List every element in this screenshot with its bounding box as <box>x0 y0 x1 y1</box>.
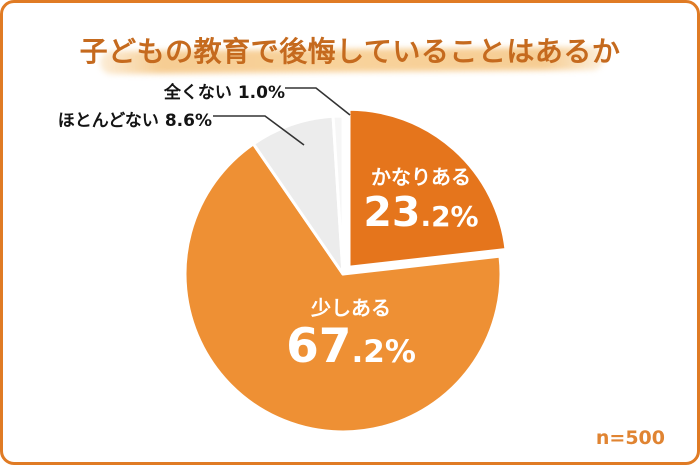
slice-pct-big: 67 <box>286 319 352 374</box>
slice-name-sukoshi-aru: 少しある <box>311 296 391 320</box>
pie-slice-3 <box>331 114 345 276</box>
pie-slices <box>183 107 508 434</box>
callout-line-none-at-all <box>285 87 351 116</box>
slice-pct-small: .2% <box>420 200 479 233</box>
callout-label-almost-none: ほとんどない 8.6% <box>57 111 212 131</box>
pie-slice-2 <box>251 114 345 276</box>
slice-pct-big: 23 <box>363 188 421 236</box>
slice-pct-sukoshi-aru: 67.2% <box>271 323 431 370</box>
slice-label-kanari-aru: かなりある 23.2% <box>346 165 496 233</box>
title-block: 子どもの教育で後悔していることはあるか <box>3 3 697 83</box>
slice-label-sukoshi-aru: 少しある 67.2% <box>271 296 431 370</box>
sample-size-label: n=500 <box>595 427 665 449</box>
pie-chart-svg <box>183 87 508 434</box>
callout-label-none-at-all: 全くない 1.0% <box>163 83 285 103</box>
slice-pct-kanari-aru: 23.2% <box>346 192 496 233</box>
page-title: 子どもの教育で後悔していることはあるか <box>79 35 621 68</box>
slice-pct-small: .2% <box>351 334 416 370</box>
callout-line-almost-none <box>213 115 305 146</box>
pie-slice-1 <box>183 142 503 434</box>
slice-name-kanari-aru: かなりある <box>371 165 471 189</box>
pie-slice-0 <box>347 107 508 269</box>
